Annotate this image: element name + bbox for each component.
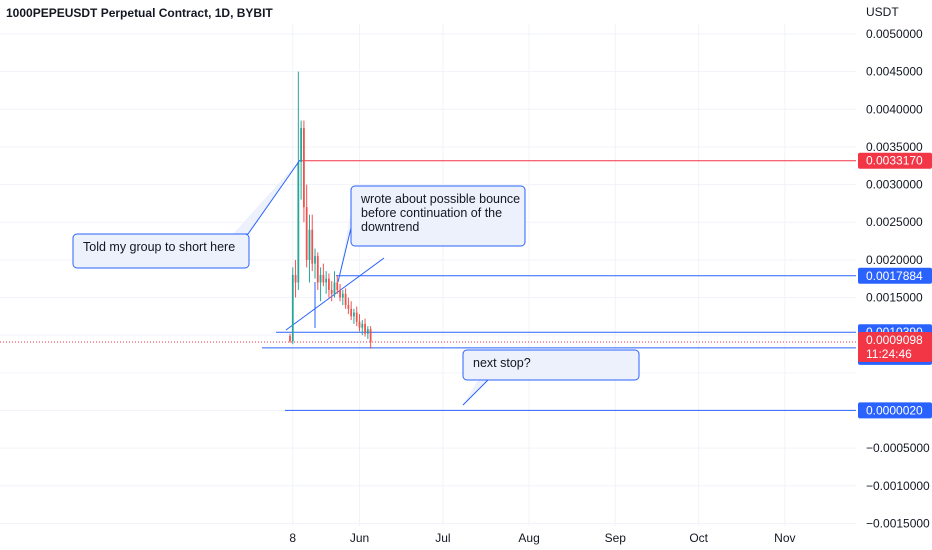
note-text: before continuation of the	[361, 206, 502, 220]
y-tick-label: 0.0015000	[866, 291, 923, 305]
note-pointer	[337, 212, 352, 283]
candle-body	[300, 128, 303, 162]
candle-body	[322, 274, 325, 283]
y-tick-label: 0.0050000	[866, 27, 923, 41]
level-tag-bg	[858, 402, 932, 419]
note-text: wrote about possible bounce	[360, 192, 520, 206]
y-tick-label: 0.0040000	[866, 102, 923, 116]
candle-body	[330, 289, 333, 294]
level-tag-bg	[858, 267, 932, 284]
y-tick-label: 0.0020000	[866, 253, 923, 267]
y-tick-label: −0.0015000	[866, 516, 930, 530]
candle-body	[333, 282, 336, 294]
x-tick-label: Nov	[774, 531, 795, 545]
x-tick-label: Oct	[689, 531, 708, 545]
note-box	[72, 233, 250, 269]
note-callout: Told my group to short here	[72, 159, 301, 269]
candle-body	[341, 293, 344, 298]
currency-label: USDT	[866, 5, 899, 19]
candle-body	[325, 278, 328, 283]
candle-body	[305, 207, 308, 260]
note-text: downtrend	[361, 220, 419, 234]
grid-lines	[0, 24, 856, 526]
level-tag: 0.0017884	[866, 269, 923, 283]
candle-body	[316, 256, 319, 283]
candle-body	[328, 278, 330, 290]
candle-body	[319, 274, 322, 283]
candle-body	[353, 312, 355, 317]
last-price-tag: 0.0009098	[866, 333, 923, 347]
candle-body	[369, 329, 372, 342]
note-box	[462, 349, 640, 381]
trend-line	[285, 257, 385, 331]
candle-body	[347, 305, 350, 309]
candle-body	[291, 274, 294, 342]
x-tick-label: Sep	[605, 531, 627, 545]
candle-body	[314, 256, 316, 264]
y-tick-label: 0.0045000	[866, 65, 923, 79]
candle-body	[366, 329, 369, 334]
countdown-tag: 11:24:46	[866, 347, 912, 361]
y-tick-label: 0.0030000	[866, 178, 923, 192]
candle-body	[311, 229, 314, 264]
level-tag-bg	[858, 152, 932, 169]
horizontal-levels	[0, 160, 856, 411]
candle-body	[355, 312, 358, 322]
last-price-tag-bg	[858, 331, 932, 362]
level-tag: 0.0000020	[866, 403, 923, 417]
candle-body	[297, 161, 300, 283]
candle-body	[358, 321, 361, 328]
annotation-notes: Told my group to short here wrote about p…	[72, 159, 640, 406]
candle-body	[364, 323, 366, 334]
y-tick-label: 0.0035000	[866, 140, 923, 154]
price-tags: 0.00331700.00178840.00103900.00083170.00…	[858, 152, 932, 419]
candle-body	[308, 229, 311, 260]
candle-body	[294, 274, 297, 283]
x-tick-label: Jul	[435, 531, 450, 545]
candle-body	[336, 282, 339, 290]
candle-body	[361, 323, 364, 328]
y-tick-label: 0.0025000	[866, 215, 923, 229]
note-text: next stop?	[473, 356, 531, 370]
y-tick-label: −0.0005000	[866, 441, 930, 455]
chart-title: 1000PEPEUSDT Perpetual Contract, 1D, BYB…	[6, 6, 273, 20]
candle-body	[350, 308, 353, 317]
candle-body	[339, 289, 341, 298]
candle-body	[303, 128, 305, 208]
level-tag: 0.0033170	[866, 154, 923, 168]
x-tick-label: 8	[289, 531, 296, 545]
note-callout: next stop?	[462, 349, 640, 406]
x-axis: 8 Jun Jul Aug Sep Oct Nov	[289, 531, 795, 545]
note-pointer	[462, 379, 490, 406]
trend-lines	[285, 257, 385, 331]
candle-body	[289, 335, 291, 342]
y-axis: 0.00500000.00450000.00400000.00350000.00…	[866, 27, 930, 530]
note-text: Told my group to short here	[83, 240, 235, 254]
x-tick-label: Jun	[350, 531, 369, 545]
candle-body	[344, 293, 347, 306]
candles	[289, 71, 372, 349]
note-pointer	[233, 159, 301, 235]
y-tick-label: −0.0010000	[866, 479, 930, 493]
x-tick-label: Aug	[518, 531, 539, 545]
